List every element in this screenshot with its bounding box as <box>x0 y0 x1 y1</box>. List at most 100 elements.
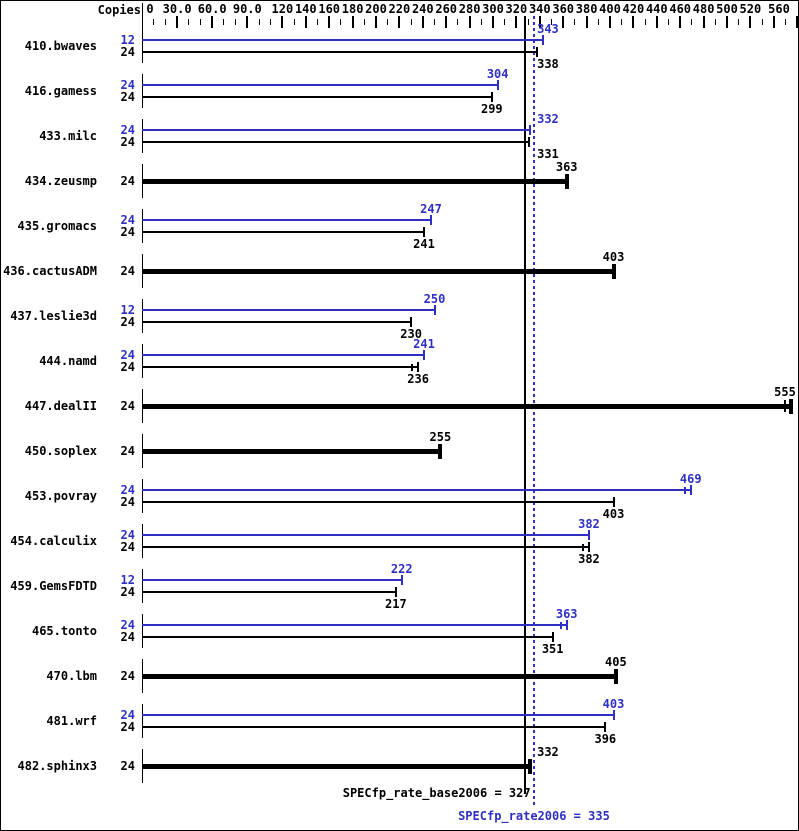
copies-value: 24 <box>120 213 135 227</box>
group-axis-segment <box>142 479 143 513</box>
axis-tick-label: 480 <box>692 2 715 16</box>
axis-major-tick <box>538 16 541 28</box>
bar <box>142 546 589 548</box>
group-axis-segment <box>142 569 143 603</box>
axis-major-tick <box>211 16 214 28</box>
summary-peak-metric: SPECfp_rate2006 = 335 <box>458 809 610 823</box>
bar-end-tick <box>689 485 692 495</box>
axis-major-tick <box>679 16 682 28</box>
axis-minor-tick <box>574 19 576 25</box>
bar <box>142 268 614 274</box>
bar-run-tick <box>784 400 787 412</box>
copies-value: 24 <box>120 669 135 683</box>
axis-minor-tick <box>597 19 599 25</box>
bar-run-tick <box>581 543 584 551</box>
bar-value-label: 255 <box>429 430 452 444</box>
group-axis-segment <box>142 29 143 63</box>
benchmark-label: 482.sphinx3 <box>17 759 97 773</box>
axis-tick-label: 60.0 <box>197 2 227 16</box>
bar-end-tick <box>789 398 794 414</box>
benchmark-label: 434.zeusmp <box>24 174 97 188</box>
axis-minor-tick <box>340 19 342 25</box>
axis-major-tick <box>492 16 494 28</box>
bar <box>142 636 553 638</box>
bar-value-label: 332 <box>537 112 559 126</box>
benchmark-label: 410.bwaves <box>24 39 97 53</box>
copies-value: 24 <box>120 528 135 542</box>
axis-major-tick <box>445 16 448 28</box>
bar-value-label: 331 <box>537 147 559 161</box>
axis-major-tick <box>655 16 658 28</box>
copies-value: 24 <box>120 483 135 497</box>
bar <box>142 501 614 503</box>
axis-major-tick <box>585 16 588 28</box>
bar-end-tick <box>438 443 443 459</box>
copies-value: 24 <box>120 618 135 632</box>
bar <box>142 141 530 143</box>
bar <box>142 219 431 221</box>
bar <box>142 763 531 769</box>
group-axis-segment <box>142 704 143 738</box>
axis-tick-label: 460 <box>669 2 692 16</box>
bar-value-label: 351 <box>541 642 564 656</box>
benchmark-label: 437.leslie3d <box>10 309 97 323</box>
bar-value-label: 555 <box>774 385 796 399</box>
axis-major-tick <box>749 16 752 28</box>
bar <box>142 178 567 184</box>
bar <box>142 673 616 679</box>
axis-minor-tick <box>200 19 201 25</box>
axis-minor-tick <box>223 19 225 25</box>
bar <box>142 591 396 593</box>
bar-value-label: 241 <box>413 337 435 351</box>
axis-origin-tick <box>142 3 143 29</box>
axis-major-tick <box>328 16 331 28</box>
bar-value-label: 241 <box>413 237 435 251</box>
copies-value: 24 <box>120 630 135 644</box>
bar <box>142 84 498 86</box>
bar-value-label: 382 <box>578 517 600 531</box>
benchmark-label: 435.gromacs <box>17 219 97 233</box>
group-axis-segment <box>142 209 143 243</box>
bar-run-tick <box>683 486 686 494</box>
group-axis-segment <box>142 299 143 333</box>
axis-minor-tick <box>270 19 272 25</box>
benchmark-label: 465.tonto <box>31 624 97 638</box>
copies-value: 24 <box>120 495 135 509</box>
copies-column-header: Copies <box>97 3 141 17</box>
bar-end-tick <box>564 173 569 189</box>
copies-value: 24 <box>120 90 135 104</box>
bar <box>142 96 492 98</box>
bar <box>142 321 412 323</box>
axis-minor-tick <box>457 19 459 25</box>
copies-value: 24 <box>120 315 135 329</box>
axis-tick-label: 520 <box>739 2 762 16</box>
axis-tick-label: 120 <box>271 2 294 16</box>
copies-value: 24 <box>120 759 135 773</box>
axis-tick-label: 160 <box>318 2 341 16</box>
bar-end-tick <box>611 263 616 279</box>
axis-minor-tick <box>317 19 318 25</box>
bar <box>142 403 792 409</box>
bar <box>142 366 419 368</box>
copies-value: 24 <box>120 720 135 734</box>
bar-end-tick <box>490 92 493 102</box>
bar-value-label: 247 <box>420 202 442 216</box>
axis-minor-tick <box>293 19 295 25</box>
bar-value-label: 222 <box>390 562 413 576</box>
axis-major-tick <box>421 16 424 28</box>
bar-value-label: 396 <box>594 732 617 746</box>
copies-value: 24 <box>120 135 135 149</box>
copies-value: 24 <box>120 78 135 92</box>
bar-end-tick <box>612 497 615 507</box>
axis-tick-label: 240 <box>411 2 434 16</box>
bar-value-label: 338 <box>537 57 559 71</box>
bar-end-tick <box>612 710 615 720</box>
bar-value-label: 332 <box>537 745 559 759</box>
bar-end-tick <box>422 227 425 237</box>
axis-minor-tick <box>434 19 435 25</box>
bar-end-tick <box>429 215 432 225</box>
benchmark-label: 481.wrf <box>46 714 97 728</box>
bar-end-tick <box>528 758 533 774</box>
axis-tick-label: 380 <box>575 2 598 16</box>
bar-end-tick <box>400 575 403 585</box>
